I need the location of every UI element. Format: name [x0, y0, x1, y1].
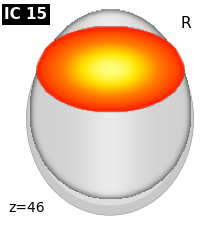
Text: R: R: [180, 16, 191, 31]
Ellipse shape: [33, 33, 187, 206]
Text: IC 15: IC 15: [4, 7, 48, 22]
Text: z=46: z=46: [9, 201, 45, 215]
Ellipse shape: [26, 23, 194, 215]
